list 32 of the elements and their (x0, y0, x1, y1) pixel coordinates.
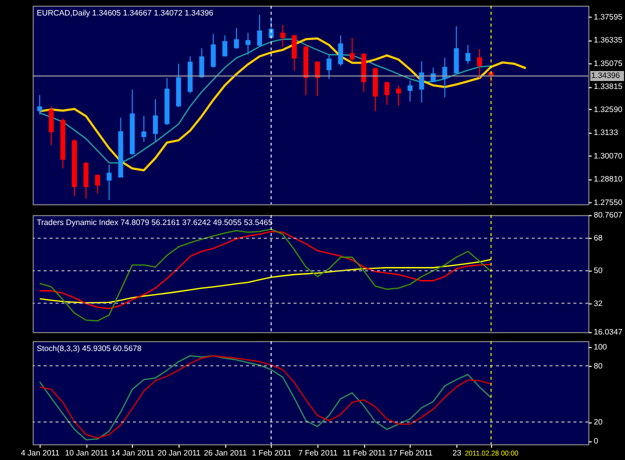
x-tick-label: 1 Feb 2011 (252, 448, 292, 458)
x-tick-label: 23 (452, 448, 462, 458)
chart-title: EURCAD,Daily 1.34605 1.34667 1.34072 1.34396 (36, 8, 214, 18)
y-tick-label: 80.7607 (594, 210, 622, 220)
ref-line-label: 1.34396 (591, 70, 620, 80)
x-tick-label: 20 Jan 2011 (158, 448, 202, 458)
x-tick-label: 26 Jan 2011 (204, 448, 248, 458)
x-tick-label: 7 Feb 2011 (298, 448, 338, 458)
x-tick-label: 17 Feb 2011 (388, 448, 434, 458)
y-tick-label: 1.33815 (594, 82, 623, 92)
y-tick-label: 80 (594, 361, 604, 370)
x-tick-label: 14 Jan 2011 (111, 448, 155, 458)
chart-title: Traders Dynamic Index 74.8079 56.2161 37.6242 49.5055 53.5465 (36, 218, 274, 228)
y-tick-label: 1.36335 (594, 36, 623, 45)
y-tick-label: 1.3133 (594, 128, 619, 138)
y-tick-label: 20 (594, 418, 604, 427)
y-tick-label: 1.28810 (594, 174, 623, 184)
x-tick-label: 4 Jan 2011 (20, 448, 60, 458)
y-tick-label: 0 (594, 436, 599, 446)
y-tick-label: 1.32590 (594, 104, 623, 114)
y-tick-label: 1.27550 (594, 198, 623, 207)
y-tick-label: 1.35075 (594, 58, 623, 68)
y-tick-label: 16.0347 (594, 328, 622, 337)
y-tick-label: 50 (594, 266, 604, 276)
y-tick-label: 100 (594, 342, 608, 352)
y-tick-label: 1.30070 (594, 151, 623, 160)
y-tick-label: 68 (594, 234, 604, 243)
chart-title: Stoch(8,3,3) 45.9305 60.5678 (36, 344, 142, 354)
x-tick-label: 11 Feb 2011 (342, 448, 386, 458)
y-tick-label: 32 (594, 298, 603, 308)
x-tick-label: 10 Jan 2011 (64, 448, 109, 458)
y-tick-label: 1.37595 (594, 12, 623, 22)
